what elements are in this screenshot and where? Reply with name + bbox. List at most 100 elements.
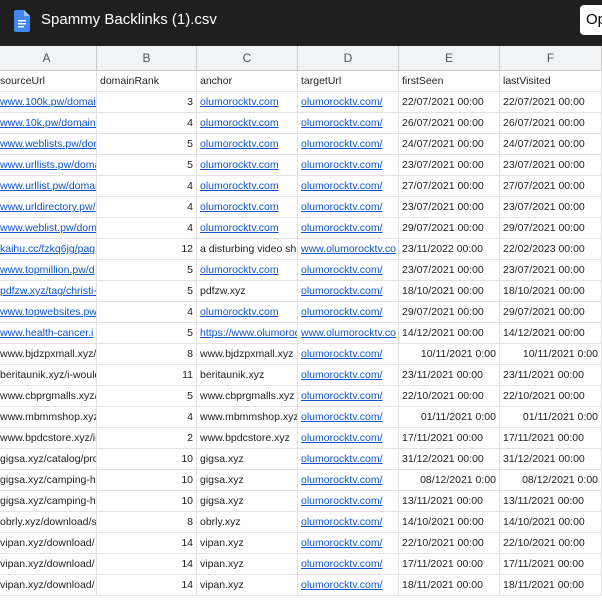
cell: vipan.xyz [197,533,298,554]
cell: olumorocktv.com [197,302,298,323]
cell: 24/07/2021 00:00 [500,134,602,155]
cell: gigsa.xyz [197,470,298,491]
cell: obrly.xyz/download/s [0,512,97,533]
cell: 27/07/2021 00:00 [500,176,602,197]
cell: 17/11/2021 00:00 [500,554,602,575]
cell: 14/10/2021 00:00 [500,512,602,533]
cell: olumorocktv.com/ [298,176,399,197]
cell: 4 [97,197,197,218]
cell: olumorocktv.com/ [298,449,399,470]
cell: www.bpdcstore.xyz [197,428,298,449]
cell: 23/07/2021 00:00 [500,197,602,218]
cell: 24/07/2021 00:00 [399,134,500,155]
file-title: Spammy Backlinks (1).csv [41,11,217,28]
cell: pdfzw.xyz/tag/christi- [0,281,97,302]
cell: 22/10/2021 00:00 [500,533,602,554]
header-cell: targetUrl [298,71,399,92]
cell: 08/12/2021 0:00 [399,470,500,491]
cell: 26/07/2021 00:00 [399,113,500,134]
cell: olumorocktv.com/ [298,344,399,365]
cell: 13/11/2021 00:00 [500,491,602,512]
cell: 29/07/2021 00:00 [500,218,602,239]
cell: www.10k.pw/domain- [0,113,97,134]
cell: olumorocktv.com [197,260,298,281]
cell: gigsa.xyz/camping-h [0,470,97,491]
cell: www.topmillion.pw/d [0,260,97,281]
cell: gigsa.xyz/catalog/pro [0,449,97,470]
cell: 22/10/2021 00:00 [500,386,602,407]
cell: www.bjdzpxmall.xyz [197,344,298,365]
cell: 8 [97,512,197,533]
cell: gigsa.xyz [197,491,298,512]
cell: www.mbmmshop.xyz [0,407,97,428]
header-cell: lastVisited [500,71,602,92]
cell: 18/10/2021 00:00 [500,281,602,302]
cell: 8 [97,344,197,365]
cell: olumorocktv.com/ [298,281,399,302]
cell: 18/10/2021 00:00 [399,281,500,302]
column-letter: C [197,46,298,71]
cell: 10/11/2021 0:00 [500,344,602,365]
cell: 23/11/2021 00:00 [500,365,602,386]
header-cell: domainRank [97,71,197,92]
cell: 23/07/2021 00:00 [399,155,500,176]
cell: vipan.xyz/download/ [0,575,97,596]
cell: olumorocktv.com/ [298,302,399,323]
cell: olumorocktv.com [197,155,298,176]
cell: 17/11/2021 00:00 [399,554,500,575]
cell: 10 [97,470,197,491]
cell: 01/11/2021 0:00 [500,407,602,428]
cell: 23/07/2021 00:00 [500,260,602,281]
cell: olumorocktv.com/ [298,197,399,218]
header-cell: firstSeen [399,71,500,92]
cell: 27/07/2021 00:00 [399,176,500,197]
cell: 13/11/2021 00:00 [399,491,500,512]
cell: 14 [97,533,197,554]
header-cell: sourceUrl [0,71,97,92]
cell: olumorocktv.com [197,92,298,113]
cell: 14/12/2021 00:00 [500,323,602,344]
cell: 5 [97,134,197,155]
cell: 08/12/2021 0:00 [500,470,602,491]
cell: olumorocktv.com/ [298,512,399,533]
cell: vipan.xyz/download/ [0,554,97,575]
cell: 10 [97,491,197,512]
cell: 5 [97,386,197,407]
cell: olumorocktv.com/ [298,554,399,575]
cell: beritaunik.xyz/i-would [0,365,97,386]
cell: kaihu.cc/fzkq6jg/pag [0,239,97,260]
cell: 14 [97,575,197,596]
cell: olumorocktv.com [197,113,298,134]
cell: 5 [97,323,197,344]
cell: 14 [97,554,197,575]
cell: 10 [97,449,197,470]
cell: olumorocktv.com/ [298,533,399,554]
open-button[interactable]: Op [580,5,602,35]
cell: olumorocktv.com/ [298,218,399,239]
cell: www.olumorocktv.co [298,239,399,260]
cell: obrly.xyz [197,512,298,533]
cell: www.cbprgmalls.xyz [197,386,298,407]
cell: gigsa.xyz/camping-h [0,491,97,512]
cell: 23/07/2021 00:00 [399,260,500,281]
cell: olumorocktv.com/ [298,491,399,512]
cell: www.urllists.pw/doma [0,155,97,176]
cell: 12 [97,239,197,260]
cell: www.cbprgmalls.xyz/ [0,386,97,407]
file-icon [14,10,30,32]
cell: 23/11/2022 00:00 [399,239,500,260]
cell: pdfzw.xyz [197,281,298,302]
cell: 22/02/2023 00:00 [500,239,602,260]
cell: 11 [97,365,197,386]
cell: 23/07/2021 00:00 [500,155,602,176]
cell: olumorocktv.com [197,134,298,155]
cell: www.bpdcstore.xyz/ir [0,428,97,449]
cell: www.mbmmshop.xyz [197,407,298,428]
cell: 5 [97,281,197,302]
top-bar: Spammy Backlinks (1).csv Op [0,0,602,46]
cell: 10/11/2021 0:00 [399,344,500,365]
cell: www.urldirectory.pw/ [0,197,97,218]
cell: vipan.xyz/download/ [0,533,97,554]
cell: 3 [97,92,197,113]
